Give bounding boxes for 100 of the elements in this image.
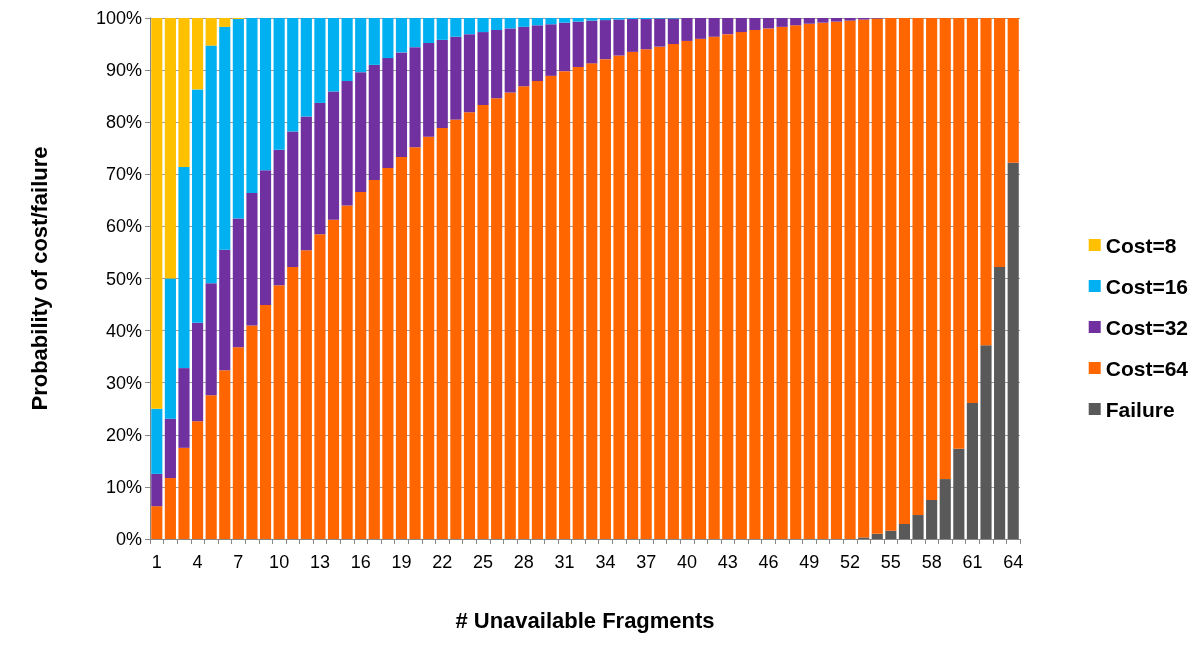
bar xyxy=(722,18,734,35)
bar xyxy=(518,18,530,27)
bar xyxy=(994,267,1006,539)
bar xyxy=(776,18,788,27)
bar xyxy=(504,28,516,93)
bar xyxy=(327,18,340,92)
bar xyxy=(830,21,843,539)
bar xyxy=(926,499,938,539)
bar xyxy=(518,26,530,87)
bar xyxy=(232,19,244,219)
bar xyxy=(178,447,190,539)
bar xyxy=(409,147,421,539)
bar xyxy=(776,26,788,539)
y-tick-label: 10% xyxy=(105,476,142,497)
bar xyxy=(436,18,448,40)
x-tick-label: 61 xyxy=(962,552,983,572)
bar xyxy=(708,36,720,539)
y-axis-title: Probability of cost/failure xyxy=(26,146,52,411)
bar xyxy=(273,149,285,286)
bar xyxy=(151,408,163,474)
bar xyxy=(205,45,217,284)
bar xyxy=(694,18,707,39)
bar xyxy=(953,18,965,449)
bar xyxy=(599,18,611,21)
bar xyxy=(586,63,598,539)
bar xyxy=(885,18,897,531)
bar xyxy=(599,59,611,539)
bar xyxy=(151,473,163,507)
bar xyxy=(164,278,176,419)
bar xyxy=(654,46,666,539)
bar xyxy=(599,20,611,60)
y-tick-label: 70% xyxy=(105,164,142,185)
x-tick-label: 34 xyxy=(595,552,616,572)
x-axis-title: # Unavailable Fragments xyxy=(455,607,715,633)
bar xyxy=(219,370,231,539)
bar xyxy=(477,32,489,106)
bar xyxy=(395,18,408,53)
x-tick-label: 28 xyxy=(513,552,534,572)
bar xyxy=(518,86,530,539)
bar xyxy=(368,180,380,539)
bar xyxy=(205,395,217,539)
bar xyxy=(640,19,652,50)
bar xyxy=(423,136,435,539)
bar xyxy=(545,18,557,25)
bar xyxy=(491,29,503,99)
x-tick-label: 64 xyxy=(1003,552,1024,572)
x-tick-label: 4 xyxy=(192,552,203,572)
x-tick-label: 40 xyxy=(676,552,697,572)
bar xyxy=(749,18,761,30)
y-tick-label: 0% xyxy=(115,529,142,549)
bar xyxy=(164,478,176,539)
bar xyxy=(572,21,584,67)
y-tick-label: 20% xyxy=(105,424,142,445)
bar xyxy=(912,515,924,539)
bar xyxy=(192,421,204,539)
bar xyxy=(273,285,285,539)
bar xyxy=(192,89,204,323)
bar xyxy=(735,18,747,33)
bar xyxy=(885,530,897,539)
bar xyxy=(219,18,231,27)
bar xyxy=(151,18,163,409)
x-tick-label: 22 xyxy=(432,552,453,572)
bar xyxy=(463,34,476,113)
bar xyxy=(178,167,190,369)
bar xyxy=(409,18,421,48)
bar xyxy=(966,18,978,404)
bar xyxy=(450,18,462,37)
bar xyxy=(409,47,421,148)
bar xyxy=(926,18,938,500)
bar xyxy=(178,368,190,448)
bar xyxy=(898,18,911,524)
bar xyxy=(667,44,679,539)
bar xyxy=(205,18,217,46)
bar xyxy=(205,283,217,396)
bar xyxy=(545,75,557,539)
legend-label: Cost=64 xyxy=(1105,356,1189,380)
bar xyxy=(463,18,476,35)
x-tick-label: 19 xyxy=(391,552,412,572)
bar xyxy=(232,347,244,539)
bar xyxy=(830,18,843,22)
y-tick-label: 50% xyxy=(105,268,142,289)
bar xyxy=(1007,18,1019,163)
bar xyxy=(817,18,829,23)
legend-label: Failure xyxy=(1105,397,1175,421)
x-tick-label: 7 xyxy=(233,552,244,572)
bar xyxy=(627,19,639,52)
bar xyxy=(219,26,231,250)
bar xyxy=(382,18,394,59)
bar xyxy=(627,51,639,539)
bar xyxy=(491,18,503,30)
bar xyxy=(790,25,802,539)
bar xyxy=(287,131,299,268)
legend-label: Cost=32 xyxy=(1105,315,1189,339)
bar xyxy=(151,506,163,539)
y-tick-label: 80% xyxy=(105,112,142,133)
y-tick-label: 40% xyxy=(105,320,142,341)
bar xyxy=(844,18,856,21)
bar xyxy=(559,22,571,72)
bar xyxy=(368,64,380,181)
bar xyxy=(259,305,272,539)
